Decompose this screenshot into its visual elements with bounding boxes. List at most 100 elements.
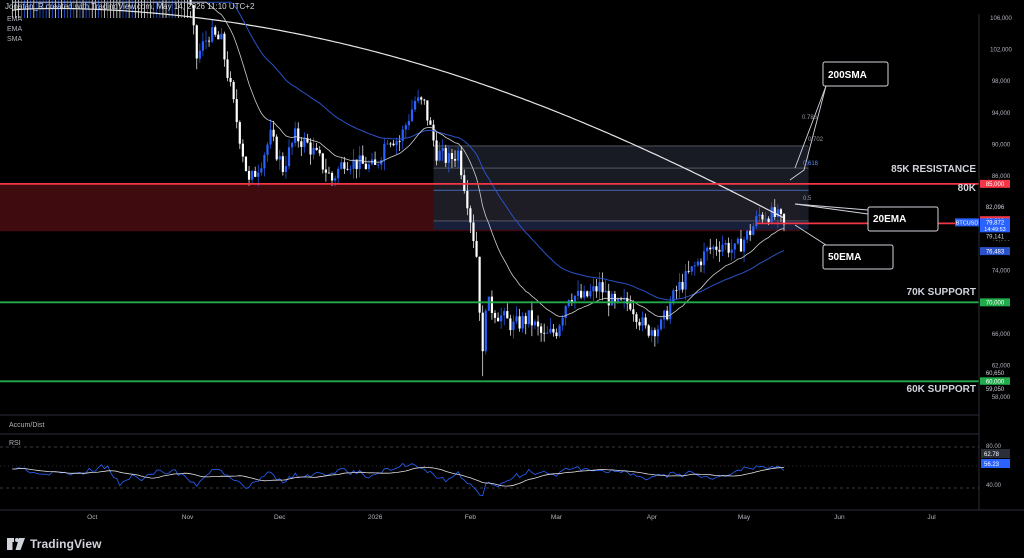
candle-body [613,293,617,302]
candle-body [192,5,195,26]
candle-body [604,290,607,293]
candle-body [312,147,315,155]
candle-body [315,147,318,150]
price-axis-bg [979,14,1024,530]
legend-ema-1[interactable]: EMA [7,16,23,23]
candle-body [343,162,346,169]
candle-body [656,329,660,337]
candle-body [666,310,669,320]
candle-body [564,306,567,318]
legend-ema-2[interactable]: EMA [7,26,23,33]
price-tags: 85,00082,09680,000BTCUSD79,87214:49:5379… [955,179,1010,393]
candle-body [706,247,709,252]
fib-0786-label: 0.786 [802,115,818,121]
sma200-line [12,7,785,219]
candle-body [536,321,540,327]
candle-body [746,230,749,240]
rsi-value-a: 62.78 [984,452,1000,458]
candle-body [229,77,232,82]
candle-body [579,290,583,298]
candle-body [506,311,509,319]
candle-body [589,291,592,297]
candle-body [346,168,349,170]
candle-body [460,150,463,176]
candle-body [558,325,561,337]
time-axis[interactable]: Oct Nov Dec 2026 Feb Mar Apr May Jun Jul [87,514,936,521]
price-tick: 102,000 [990,48,1012,54]
candle-body [275,136,278,160]
candle-body [472,222,475,242]
rsi-value-a-tag [981,449,1010,458]
candle-body [435,140,438,161]
candle-body [586,291,589,297]
rsi-value-b: 56.23 [984,462,1000,468]
candle-body [749,230,752,235]
candle-body [647,325,650,336]
candle-body [767,218,770,223]
candle-body [324,169,328,173]
candle-body [269,129,272,145]
candle-body [758,214,761,217]
candle-body [214,27,217,35]
candle-body [432,124,435,141]
candle-body [321,153,324,170]
legend-sma[interactable]: SMA [7,36,23,43]
tradingview-logo[interactable]: TradingView [7,537,102,551]
candle-body [297,128,300,142]
rsi-value-b-tag [981,459,1010,468]
candle-body [438,150,441,161]
resistance-label: 85K RESISTANCE [891,164,976,175]
candle-body [626,297,629,304]
ema50-callout-text: 50EMA [828,252,861,263]
candle-body [290,142,294,148]
candle-body [358,155,361,170]
candle-body [377,164,380,166]
candle-body [712,246,715,250]
candle-body [389,143,392,145]
candle-body [527,310,530,325]
candle-body [386,143,389,145]
candle-body [739,238,743,252]
candle-body [635,314,638,323]
candle-body [223,33,226,60]
candle-body [721,244,724,252]
candle-body [426,100,429,121]
candle-body [616,298,620,302]
candle-body [653,330,656,337]
time-tick-apr: Apr [647,514,658,521]
candle-body [576,290,580,296]
candle-body [540,326,543,333]
candle-body [266,144,269,155]
candle-body [349,168,352,170]
candle-body [641,317,644,326]
ema50-callout [822,244,894,270]
candle-body [207,40,211,42]
candle-body [573,295,577,303]
candle-body [466,190,469,209]
fib-0702-label: 0.702 [808,137,824,143]
ema20-callout [867,206,939,232]
candle-body [533,321,537,326]
candle-body [395,140,398,146]
candle-body [549,328,552,333]
rsi-ma-line [12,466,784,487]
tag-70000: 70,000 [986,301,1005,307]
level-80k-label: 80K [958,183,977,194]
candle-body [453,159,457,161]
candle-body [195,25,198,59]
candle-body [678,281,681,291]
candle-body [367,164,371,169]
candle-body [398,140,401,142]
candle-body [669,303,672,320]
attribution: Jonatan_R created with TradingView.com, … [5,2,255,11]
annotations: 200SMA 20EMA 50EMA 85K RESISTANCE 80K 70… [789,61,977,395]
candle-body [681,281,684,290]
time-tick-feb: Feb [465,514,477,521]
candle-body [561,317,564,326]
tag-59050-bg [980,384,1010,393]
candle-body [770,207,773,223]
tag-60650: 60,650 [986,371,1005,377]
candle-body [500,315,503,322]
candle-body [254,170,257,177]
